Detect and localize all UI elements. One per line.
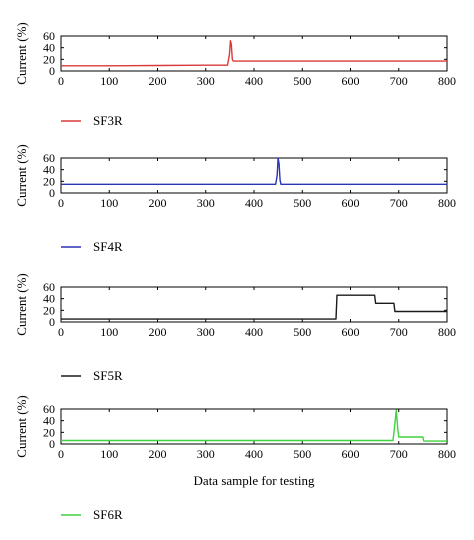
panel-3-x-tick-label: 200 bbox=[149, 325, 167, 339]
panel-2-x-tick-label: 100 bbox=[100, 196, 118, 210]
panel-4-plot-frame bbox=[60, 408, 448, 445]
panel-3-x-tick-label: 700 bbox=[390, 325, 408, 339]
panel-1-x-tick-label: 600 bbox=[342, 74, 360, 88]
panel-1-y-tick-label: 40 bbox=[43, 41, 55, 55]
panel-1-y-tick-label: 20 bbox=[43, 52, 55, 66]
panel-3-x-tick-label: 300 bbox=[197, 325, 215, 339]
panel-2-y-axis-label: Current (%) bbox=[14, 144, 29, 206]
panel-4-x-tick-label: 100 bbox=[100, 447, 118, 461]
panel-1-x-tick-label: 300 bbox=[197, 74, 215, 88]
panel-2-x-tick-label: 200 bbox=[149, 196, 167, 210]
panel-4-y-tick-label: 20 bbox=[43, 425, 55, 439]
panel-2-y-tick-label: 20 bbox=[43, 174, 55, 188]
panel-2-y-tick-label: 0 bbox=[49, 186, 55, 200]
panel-3-y-tick-label: 40 bbox=[43, 292, 55, 306]
panel-4-x-tick-label: 400 bbox=[245, 447, 263, 461]
panel-2-x-tick-label: 500 bbox=[293, 196, 311, 210]
panel-1-x-tick-label: 100 bbox=[100, 74, 118, 88]
panel-4-x-tick-label: 500 bbox=[293, 447, 311, 461]
panel-1-x-tick-label: 0 bbox=[58, 74, 64, 88]
panel-2-x-tick-label: 0 bbox=[58, 196, 64, 210]
panel-2-x-tick-label: 800 bbox=[438, 196, 456, 210]
panel-3-series-line-SF5R bbox=[61, 294, 447, 320]
panel-2-plot-frame bbox=[60, 157, 448, 194]
panel-3-legend-label: SF5R bbox=[93, 368, 123, 383]
panel-4-x-tick-label: 800 bbox=[438, 447, 456, 461]
panel-4-legend-label: SF6R bbox=[93, 507, 123, 522]
panel-4-series-line-SF6R bbox=[61, 409, 447, 442]
panel-4-y-tick-label: 60 bbox=[43, 402, 55, 416]
panel-2-x-tick-label: 400 bbox=[245, 196, 263, 210]
panel-3-plot-frame bbox=[60, 286, 448, 323]
panel-3-x-tick-label: 0 bbox=[58, 325, 64, 339]
panel-4-x-tick-label: 600 bbox=[342, 447, 360, 461]
panel-2-x-tick-label: 600 bbox=[342, 196, 360, 210]
panel-4-y-tick-label: 0 bbox=[49, 437, 55, 451]
panel-3-x-tick-label: 100 bbox=[100, 325, 118, 339]
panel-1-y-axis-label: Current (%) bbox=[14, 22, 29, 84]
panel-2-series-line-SF4R bbox=[61, 157, 447, 186]
panel-3-x-tick-label: 400 bbox=[245, 325, 263, 339]
panel-1-x-tick-label: 200 bbox=[149, 74, 167, 88]
panel-3-x-tick-label: 800 bbox=[438, 325, 456, 339]
panel-1-x-tick-label: 700 bbox=[390, 74, 408, 88]
panel-2-y-tick-label: 40 bbox=[43, 163, 55, 177]
panel-1-x-tick-label: 800 bbox=[438, 74, 456, 88]
shared-x-axis-label: Data sample for testing bbox=[194, 473, 315, 488]
panel-3-y-tick-label: 60 bbox=[43, 280, 55, 294]
panel-1-x-tick-label: 500 bbox=[293, 74, 311, 88]
panel-2-x-tick-label: 300 bbox=[197, 196, 215, 210]
panel-3-x-tick-label: 500 bbox=[293, 325, 311, 339]
panel-3-y-axis-label: Current (%) bbox=[14, 273, 29, 335]
panel-4-x-tick-label: 200 bbox=[149, 447, 167, 461]
panel-2-x-tick-label: 700 bbox=[390, 196, 408, 210]
panel-1-legend-label: SF3R bbox=[93, 113, 123, 128]
panel-1-series-line-SF3R bbox=[61, 40, 447, 67]
panel-4-y-axis-label: Current (%) bbox=[14, 395, 29, 457]
panel-1-y-tick-label: 60 bbox=[43, 29, 55, 43]
panel-3-y-tick-label: 0 bbox=[49, 315, 55, 329]
panel-3-x-tick-label: 600 bbox=[342, 325, 360, 339]
panel-2-legend-label: SF4R bbox=[93, 239, 123, 254]
panel-4-y-tick-label: 40 bbox=[43, 414, 55, 428]
panel-4-x-tick-label: 700 bbox=[390, 447, 408, 461]
panel-4-x-tick-label: 0 bbox=[58, 447, 64, 461]
panel-3-y-tick-label: 20 bbox=[43, 303, 55, 317]
panel-1-x-tick-label: 400 bbox=[245, 74, 263, 88]
panel-1-y-tick-label: 0 bbox=[49, 64, 55, 78]
panel-4-x-tick-label: 300 bbox=[197, 447, 215, 461]
panel-2-y-tick-label: 60 bbox=[43, 151, 55, 165]
